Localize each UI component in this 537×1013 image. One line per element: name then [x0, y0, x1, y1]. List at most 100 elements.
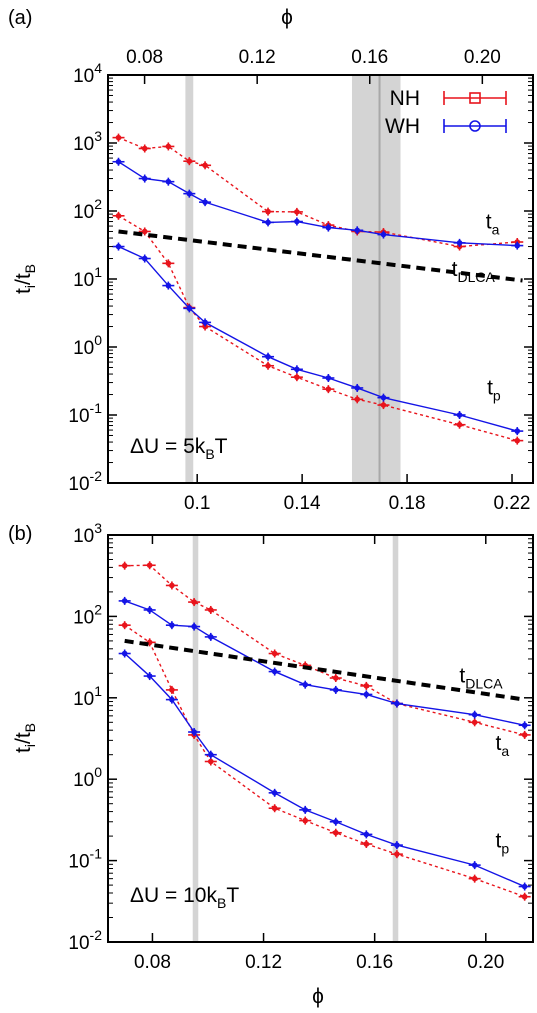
curve-label-b-p: tp	[496, 829, 510, 856]
data-point-a-3-9	[377, 393, 390, 402]
data-point-a-2-1	[138, 227, 151, 236]
series-line-a-nh-t-p	[118, 215, 518, 442]
top-tick-label-a-2: 0.16	[351, 47, 388, 68]
data-point-b-2-10	[468, 874, 481, 883]
data-point-a-3-10	[453, 411, 466, 419]
data-point-a-0-4	[199, 161, 212, 170]
curve-label-b-a: ta	[496, 732, 510, 759]
data-point-b-0-4	[204, 605, 217, 614]
data-point-b-3-0	[118, 649, 131, 658]
series-line-b-wh-t-a	[124, 600, 525, 726]
curve-label-a-dlca: tDLCA	[452, 258, 496, 285]
data-point-a-3-2	[162, 281, 175, 290]
top-tick-label-a-1: 0.12	[239, 47, 276, 68]
data-point-b-2-0	[118, 621, 131, 630]
series-line-b-nh-t-a	[124, 564, 525, 736]
y-axis-label-b: ti/tB	[12, 723, 38, 753]
panel-label-b: (b)	[8, 523, 32, 545]
x-tick-label-b-2: 0.16	[356, 952, 393, 973]
top-tick-label-a-3: 0.20	[464, 47, 501, 68]
data-point-a-1-2	[162, 177, 175, 186]
data-point-a-2-8	[351, 395, 364, 404]
shaded-band-a-1	[351, 75, 401, 483]
curve-label-b-dlca: tDLCA	[459, 664, 503, 691]
legend-label-nh: NH	[390, 87, 420, 110]
data-point-a-3-6	[290, 365, 303, 374]
curve-label-a-a: ta	[486, 211, 500, 238]
data-point-a-3-11	[511, 427, 524, 436]
shaded-band-b-0	[192, 535, 199, 942]
y-tick-label-b-2: 100	[73, 764, 102, 791]
data-point-a-2-2	[162, 259, 175, 268]
data-point-a-3-0	[112, 242, 125, 251]
series-line-b-t-dlca	[124, 638, 525, 702]
data-point-b-0-7	[329, 674, 342, 683]
x-tick-label-a-3: 0.22	[494, 493, 531, 514]
top-tick-label-a-0: 0.08	[126, 47, 163, 68]
y-tick-label-a-3: 101	[73, 264, 102, 291]
y-tick-label-b-1: 10-1	[68, 846, 102, 873]
x-tick-label-b-0: 0.08	[134, 952, 171, 973]
data-point-b-1-7	[329, 685, 342, 694]
x-axis-label-b: ϕ	[312, 985, 324, 1008]
data-point-b-1-8	[360, 690, 373, 699]
data-point-a-2-6	[290, 373, 303, 382]
shaded-band-b-1	[392, 535, 399, 942]
data-point-a-3-1	[138, 254, 151, 263]
data-point-b-1-10	[468, 710, 481, 719]
data-point-b-0-5	[268, 649, 281, 658]
annotation-a: ΔU = 5kBT	[130, 435, 228, 462]
data-point-b-3-7	[329, 817, 342, 826]
data-point-a-2-9	[377, 401, 390, 410]
data-point-a-0-3	[183, 157, 196, 166]
data-point-a-1-3	[183, 189, 196, 198]
data-point-b-3-2	[165, 695, 178, 704]
data-point-b-3-11	[518, 882, 531, 891]
data-point-a-2-11	[511, 436, 524, 445]
data-point-b-2-11	[518, 892, 531, 901]
data-point-b-2-5	[268, 804, 281, 813]
data-point-a-0-5	[262, 207, 275, 216]
data-point-b-1-9	[390, 699, 403, 708]
data-point-a-3-8	[351, 383, 364, 392]
data-point-b-1-2	[165, 621, 178, 630]
data-point-b-3-4	[204, 750, 217, 759]
panel-a: (a) ϕ ta tDLCA tp 10-2 10-1 100 101 102 103 104 0…	[8, 6, 534, 514]
data-point-b-2-8	[360, 839, 373, 848]
data-point-b-2-6	[299, 816, 312, 825]
data-point-b-3-8	[360, 830, 373, 839]
data-point-b-1-5	[268, 667, 281, 676]
data-point-a-3-3	[183, 304, 196, 313]
y-tick-label-b-3: 101	[73, 683, 102, 710]
y-tick-label-a-1: 10-1	[68, 400, 102, 427]
data-point-b-1-1	[143, 605, 156, 614]
data-point-b-0-8	[360, 681, 373, 690]
data-point-b-0-1	[143, 561, 156, 570]
y-tick-label-a-2: 100	[73, 332, 102, 359]
top-axis-label-a: ϕ	[281, 6, 293, 29]
data-point-a-1-7	[322, 223, 335, 232]
y-tick-label-b-4: 102	[73, 601, 102, 628]
x-tick-label-b-1: 0.12	[245, 952, 282, 973]
y-tick-label-a-6: 104	[73, 60, 102, 87]
data-point-b-1-4	[204, 632, 217, 641]
series-line-b-wh-t-p	[124, 652, 525, 888]
data-point-b-1-11	[518, 721, 531, 730]
x-tick-label-a-2: 0.18	[389, 493, 426, 514]
panel-b: (b) tDLCA ta tp 10-2 10-1 100 101 102 103 0.08 0.…	[8, 520, 534, 1008]
data-point-b-0-0	[118, 561, 131, 570]
data-point-b-3-3	[188, 728, 201, 737]
data-point-a-2-5	[262, 361, 275, 370]
data-point-b-2-9	[390, 850, 403, 859]
annotation-b: ΔU = 10kBT	[130, 884, 239, 911]
data-point-b-3-9	[390, 841, 403, 850]
data-point-b-3-10	[468, 861, 481, 870]
y-tick-label-a-0: 10-2	[68, 468, 102, 495]
data-point-a-1-4	[199, 198, 212, 207]
data-point-a-1-8	[351, 226, 364, 235]
data-point-a-0-0	[112, 133, 125, 142]
x-tick-label-a-1: 0.14	[284, 493, 321, 514]
legend-swatch-wh	[443, 119, 507, 133]
data-point-b-2-7	[329, 828, 342, 837]
